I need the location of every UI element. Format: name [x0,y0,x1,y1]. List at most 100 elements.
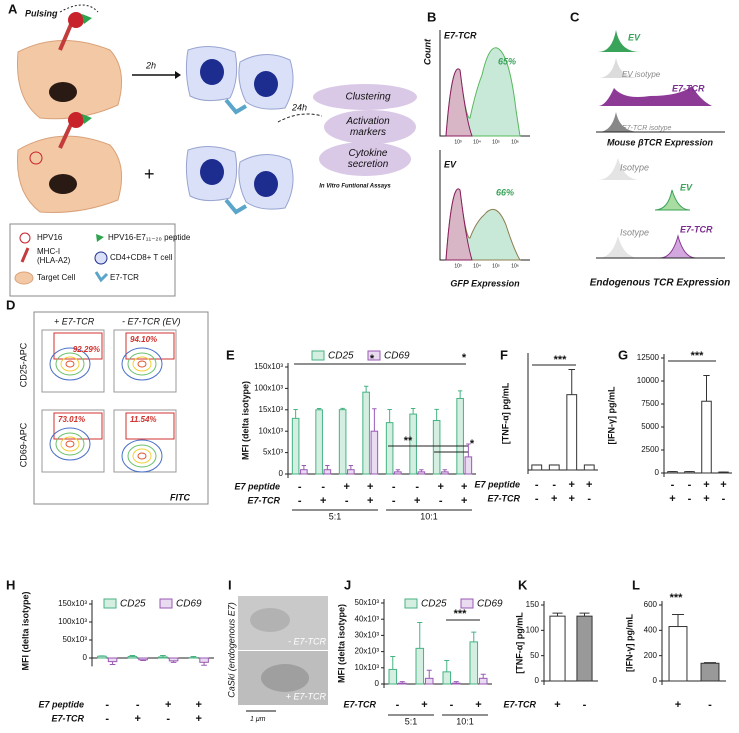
ridge [654,189,691,211]
y-tick-label: 7500 [641,399,659,408]
error-bar [568,369,576,395]
bar [478,677,488,685]
y-label: [TNF-α] pg/mL [514,612,524,674]
sign: - [298,481,302,493]
error-bar [190,656,197,658]
icon [14,271,34,285]
error-bar [363,385,369,393]
error-bar [471,631,477,642]
panel-label: J [344,577,351,592]
sign: - [535,493,539,505]
chart-j: J MFI (delta isotype) 0 10x10³ 20x10³ 30x10³ 4… [336,577,503,726]
target-cell [16,135,123,213]
gate [125,412,175,440]
sign: - [671,479,675,491]
row-label: E7-TCR [247,495,280,505]
sign: + [438,481,444,493]
contour [60,356,80,372]
x-label: Endogenous TCR Expression [590,278,731,289]
row-label: E7 peptide [474,479,520,489]
sign: + [569,479,575,491]
bar [323,469,332,475]
bar [397,682,407,685]
x-label: Mouse βTCR Expression [607,137,714,147]
row-label: E7-TCR [503,699,536,709]
bar [442,671,452,685]
y-tick-label: 10000 [637,376,660,385]
significance: * [462,352,467,364]
y-label: [IFN-γ] pg/mL [606,386,616,444]
bar [388,668,398,685]
percent: 65% [498,56,516,66]
assay-text: secretion [348,159,389,170]
contour [55,352,85,376]
plus: + [144,164,155,184]
sign: + [196,699,202,711]
bar [576,615,593,682]
error-bar [552,612,563,617]
y-tick-label: 10x10³ [259,426,284,435]
sign: + [461,495,467,507]
bar [415,647,425,685]
bar [199,657,209,663]
peptide [82,14,92,24]
ridge-name: EV [680,182,693,192]
row-label: CD25-APC [18,342,28,387]
y-tick-label: 15x10³ [259,405,284,414]
y-tick-label: 100x10³ [58,617,87,626]
tcr [224,198,248,215]
ridge [598,86,712,106]
sign: + [703,493,709,505]
panel-d: D + E7-TCR - E7-TCR (EV) CD25-APC CD69-A… [6,297,209,505]
y-tick-label: 0 [653,676,658,685]
x-tick-label: 10⁵ [492,263,500,269]
sign: + [367,495,373,507]
panel-label: B [427,9,436,24]
error-bar [419,469,424,472]
legend-label: CD69 [477,599,503,610]
contour [137,360,147,368]
sign: - [298,495,302,507]
sign: - [439,495,443,507]
ridge [598,58,640,78]
error-bar [434,408,439,421]
bar [424,677,434,685]
y-tick-label: 12500 [637,353,660,362]
panel-label: D [6,297,15,312]
gate [53,332,103,360]
y-label: CaSki (endogenous E7) [226,602,236,698]
pulsing: Pulsing [25,8,58,18]
scale-label: 1 μm [250,716,266,723]
image-label: - E7-TCR [288,636,327,646]
y-tick-label: 200 [644,651,658,660]
panel-label: E [226,347,235,362]
ridge [598,158,640,180]
t-nucleus [254,171,278,197]
gate-percent: 94.10% [130,335,157,344]
sign: - [587,493,591,505]
assay-caption: In Vitro Funtional Assays [319,184,391,190]
sign: + [554,699,560,711]
t-nucleus [254,71,278,97]
group-label: 10:1 [420,511,438,521]
ridge [659,234,697,259]
assay-bubble [313,84,417,110]
y-tick-label: 100x10³ [254,384,283,393]
plot-name: EV [444,159,457,169]
sign: + [135,713,141,725]
histogram [445,68,473,137]
bar [441,471,449,475]
panel-frame [33,311,209,505]
assay-bubble [324,110,416,144]
legend-label: CD69 [384,351,410,362]
x-tick-label: 10⁴ [473,139,481,145]
sign: + [367,481,373,493]
legend-swatch [311,350,325,361]
bar [549,615,566,682]
y-tick-label: 50 [530,651,539,660]
panel-label: A [8,1,18,16]
legend-swatch [460,598,474,609]
significance: *** [454,608,468,620]
y-tick-label: 400 [644,625,658,634]
